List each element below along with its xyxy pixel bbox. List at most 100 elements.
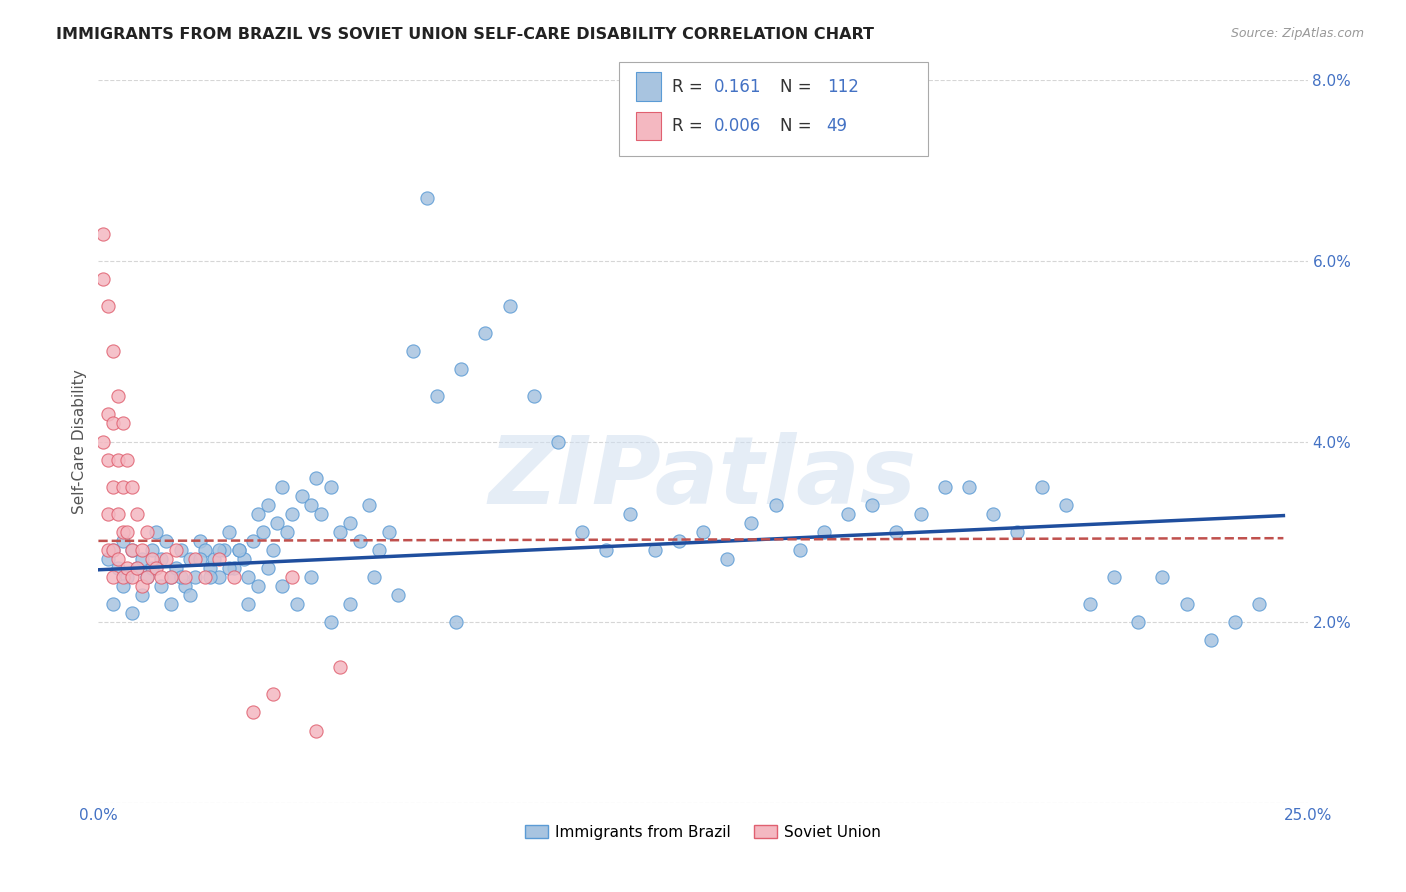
Point (262, 542, 284, 557)
Point (247, 579, 270, 593)
Point (957, 480, 980, 494)
Point (117, 561, 139, 575)
Point (101, 417, 124, 431)
Point (222, 561, 245, 575)
Point (281, 507, 304, 521)
Point (107, 389, 129, 403)
Point (97, 452, 120, 467)
Point (169, 542, 191, 557)
Point (97, 552, 120, 566)
Text: N =: N = (780, 117, 817, 135)
Point (165, 561, 187, 575)
Point (141, 561, 163, 575)
Point (547, 434, 569, 449)
Point (135, 570, 157, 584)
Point (188, 533, 211, 548)
Point (910, 507, 932, 521)
Point (329, 660, 352, 674)
Point (329, 524, 352, 539)
Point (131, 542, 153, 557)
Point (387, 588, 409, 602)
Point (97, 507, 120, 521)
Point (238, 597, 260, 611)
Point (121, 570, 143, 584)
Point (1007, 524, 1029, 539)
Point (252, 524, 274, 539)
Point (121, 606, 143, 620)
Point (886, 524, 908, 539)
Point (1152, 570, 1174, 584)
Point (377, 524, 399, 539)
Point (285, 597, 308, 611)
Point (319, 615, 342, 630)
Point (107, 561, 129, 575)
Point (127, 561, 149, 575)
Text: 112: 112 (827, 78, 859, 95)
Point (276, 524, 298, 539)
Point (668, 533, 690, 548)
Text: R =: R = (672, 117, 709, 135)
Point (1249, 597, 1271, 611)
Point (934, 480, 956, 494)
Point (127, 507, 149, 521)
Point (160, 570, 183, 584)
Point (111, 579, 134, 593)
Point (740, 516, 762, 530)
Point (1175, 597, 1198, 611)
Text: 0.006: 0.006 (714, 117, 762, 135)
Text: Source: ZipAtlas.com: Source: ZipAtlas.com (1230, 27, 1364, 40)
Point (1102, 570, 1125, 584)
Point (107, 452, 129, 467)
Point (1223, 615, 1246, 630)
Point (97, 408, 120, 422)
Point (339, 597, 361, 611)
Point (299, 570, 322, 584)
Point (121, 480, 143, 494)
Point (813, 524, 835, 539)
Point (256, 498, 278, 512)
Point (319, 480, 342, 494)
Point (145, 524, 167, 539)
Point (1128, 615, 1150, 630)
Point (127, 561, 149, 575)
Point (101, 480, 124, 494)
Point (194, 570, 217, 584)
Point (359, 498, 381, 512)
Point (188, 552, 211, 566)
Point (644, 542, 666, 557)
Point (266, 516, 288, 530)
Point (1054, 498, 1077, 512)
Point (571, 524, 593, 539)
Point (169, 570, 191, 584)
Point (111, 533, 134, 548)
Point (363, 570, 385, 584)
Point (309, 507, 332, 521)
Point (117, 570, 139, 584)
Point (97, 299, 120, 313)
Point (160, 570, 183, 584)
Point (837, 507, 859, 521)
Point (242, 533, 264, 548)
Point (117, 524, 139, 539)
Point (107, 507, 129, 521)
Point (271, 579, 294, 593)
Point (150, 552, 173, 566)
Point (262, 687, 284, 701)
Point (194, 542, 217, 557)
Point (141, 552, 163, 566)
Point (145, 561, 167, 575)
Point (305, 723, 328, 738)
Point (523, 389, 546, 403)
Point (184, 570, 207, 584)
Point (271, 480, 294, 494)
Point (101, 344, 124, 359)
Point (111, 524, 134, 539)
Point (228, 542, 250, 557)
Point (204, 552, 226, 566)
Text: ZIPatlas: ZIPatlas (489, 432, 917, 524)
Point (305, 471, 328, 485)
Point (256, 561, 278, 575)
Point (101, 597, 124, 611)
Text: R =: R = (672, 78, 709, 95)
Point (222, 570, 245, 584)
